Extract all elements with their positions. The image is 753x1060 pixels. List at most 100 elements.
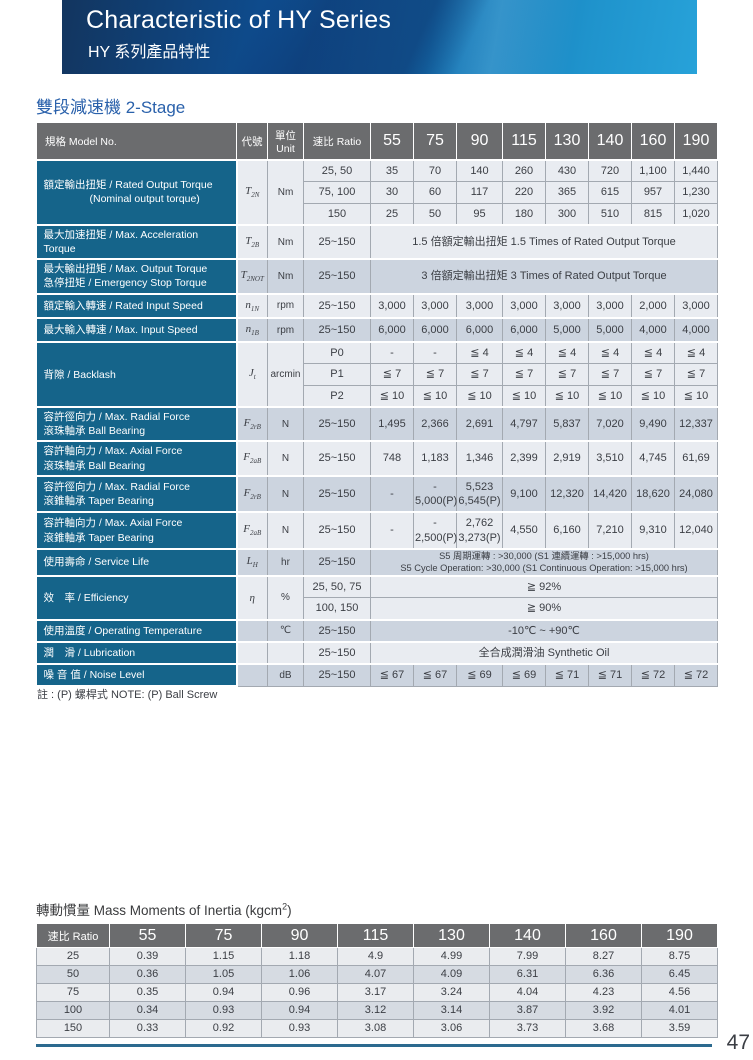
inertia-value-cell: 3.08	[337, 1019, 414, 1038]
symbol-cell: F2rB	[236, 474, 268, 513]
inertia-value-cell: 3.24	[413, 983, 490, 1002]
value-cell: 3,000	[588, 292, 632, 319]
spec-label-line: 噪 音 值 / Noise Level	[43, 669, 145, 682]
symbol-base: F	[243, 523, 250, 536]
inertia-row: 25 0.39 1.15 1.18 4.9 4.99 7.99 8.27 8.75	[36, 947, 718, 966]
inertia-value-cell: 3.87	[489, 1001, 566, 1020]
value-cell: 3,000	[674, 292, 718, 319]
inertia-col-75: 75	[185, 923, 262, 948]
value-cell: 4,745	[631, 440, 675, 477]
ratio-cell: 25, 50	[303, 159, 371, 183]
symbol-base: T	[245, 185, 252, 198]
value-cell: 25	[370, 202, 414, 226]
value-cell: -	[370, 511, 414, 550]
symbol-base: T	[245, 234, 252, 247]
value-cell: 3,000	[545, 292, 589, 319]
value-cell: ≦ 4	[674, 341, 718, 365]
value-cell: 2,762 3,273(P)	[456, 511, 503, 550]
value-cell: 3,000	[413, 292, 457, 319]
inertia-col-160: 160	[565, 923, 642, 948]
value-cell: 748	[370, 440, 414, 477]
value-cell: ≦ 67	[413, 663, 457, 687]
inertia-ratio-cell: 75	[36, 983, 110, 1002]
value-cell: 3,000	[502, 292, 546, 319]
value-cell: ≦ 71	[588, 663, 632, 687]
spec-label-cell: 容許軸向力 / Max. Axial Force 滾珠軸承 Ball Bearin…	[36, 440, 238, 477]
spec-table: 規格 Model No. 代號 單位 Unit 速比 Ratio 55 75 90…	[36, 122, 718, 688]
value-cell: ≦ 10	[413, 384, 457, 408]
ratio-cell: 25~150	[303, 663, 371, 687]
inertia-value-cell: 3.59	[641, 1019, 718, 1038]
symbol-sub: t	[253, 373, 256, 382]
col-ratio-190: 190	[674, 122, 718, 161]
span-value-cell: 1.5 倍額定輸出扭矩 1.5 Times of Rated Output To…	[370, 223, 718, 260]
unit-cell: N	[267, 406, 304, 442]
spec-label-cell: 額定輸出扭矩 / Rated Output Torque (Nominal out…	[36, 159, 238, 226]
ratio-cell: P1	[303, 363, 371, 386]
inertia-value-cell: 4.01	[641, 1001, 718, 1020]
col-ratio-75: 75	[413, 122, 457, 161]
unit-cell: %	[267, 575, 304, 621]
inertia-ratio-cell: 150	[36, 1019, 110, 1038]
value-cell: ≦ 7	[588, 363, 632, 386]
symbol-base: F	[243, 486, 251, 499]
spec-row: 最大輸入轉速 / Max. Input Speed n1B rpm 25~150 6,0…	[36, 316, 718, 344]
spec-label-line: 容許徑向力 / Max. Radial Force	[43, 480, 190, 493]
value-cell: -	[370, 341, 414, 365]
symbol-cell: T2N	[236, 159, 268, 226]
col-ratio-130: 130	[545, 122, 589, 161]
unit-cell: Nm	[267, 258, 304, 295]
value-cell: ≦ 72	[631, 663, 675, 687]
value-cell: 117	[456, 181, 503, 204]
value-cell: 7,020	[588, 406, 632, 442]
ratio-cell: 25~150	[303, 511, 371, 550]
value-cell: 5,837	[545, 406, 589, 442]
symbol-sub: 2N	[251, 191, 260, 200]
spec-row: 潤 滑 / Lubrication 25~150 全合成潤滑油 Synthetic …	[36, 641, 718, 666]
inertia-col-130: 130	[413, 923, 490, 948]
spec-label-line: 急停扭矩 / Emergency Stop Torque	[43, 277, 207, 290]
inertia-col-90: 90	[261, 923, 338, 948]
inertia-value-cell: 0.92	[185, 1019, 262, 1038]
page-subtitle: HY 系列產品特性	[88, 44, 211, 61]
inertia-value-cell: 1.06	[261, 965, 338, 984]
value-cell: 6,000	[502, 316, 546, 343]
value-cell: ≦ 10	[674, 384, 718, 408]
inertia-ratio-cell: 25	[36, 947, 110, 966]
value-cell: 430	[545, 159, 589, 183]
col-unit: 單位 Unit	[267, 122, 304, 161]
value-cell: 50	[413, 202, 457, 226]
value-cell: 12,320	[545, 474, 589, 513]
spec-row: 容許徑向力 / Max. Radial Force 滾錐軸承 Taper Bear…	[36, 474, 718, 514]
symbol-cell: n1N	[236, 292, 268, 319]
ratio-cell: 25~150	[303, 440, 371, 477]
page-title: Characteristic of HY Series	[86, 6, 392, 34]
symbol-sub: 1N	[250, 304, 260, 313]
value-cell: 12,337	[674, 406, 718, 442]
inertia-header-row: 速比 Ratio 55 75 90 115 130 140 160 190	[36, 923, 718, 948]
symbol-base: T	[240, 269, 247, 282]
value-cell: ≦ 67	[370, 663, 414, 687]
value-cell: 1,183	[413, 440, 457, 477]
spec-row: 額定輸出扭矩 / Rated Output Torque (Nominal out…	[36, 159, 718, 226]
ratio-cell: 25, 50, 75	[303, 575, 371, 599]
ratio-cell: 25~150	[303, 316, 371, 343]
inertia-value-cell: 6.31	[489, 965, 566, 984]
value-cell: ≦ 10	[456, 384, 503, 408]
spec-label-cell: 使用溫度 / Operating Temperature	[36, 618, 238, 644]
value-cell: 3,510	[588, 440, 632, 477]
inertia-value-cell: 8.27	[565, 947, 642, 966]
value-cell: 14,420	[588, 474, 632, 513]
symbol-cell: F2rB	[236, 406, 268, 442]
inertia-value-cell: 3.06	[413, 1019, 490, 1038]
inertia-col-ratio: 速比 Ratio	[36, 923, 110, 948]
inertia-value-cell: 3.68	[565, 1019, 642, 1038]
value-cell: 2,000	[631, 292, 675, 319]
value-cell: 815	[631, 202, 675, 226]
spec-table-header: 規格 Model No. 代號 單位 Unit 速比 Ratio 55 75 90…	[36, 122, 718, 161]
symbol-sub: 2B	[251, 241, 260, 250]
inertia-value-cell: 0.94	[261, 1001, 338, 1020]
spec-table-body: 額定輸出扭矩 / Rated Output Torque (Nominal out…	[36, 159, 718, 688]
inertia-value-cell: 3.92	[565, 1001, 642, 1020]
value-cell: ≦ 4	[502, 341, 546, 365]
